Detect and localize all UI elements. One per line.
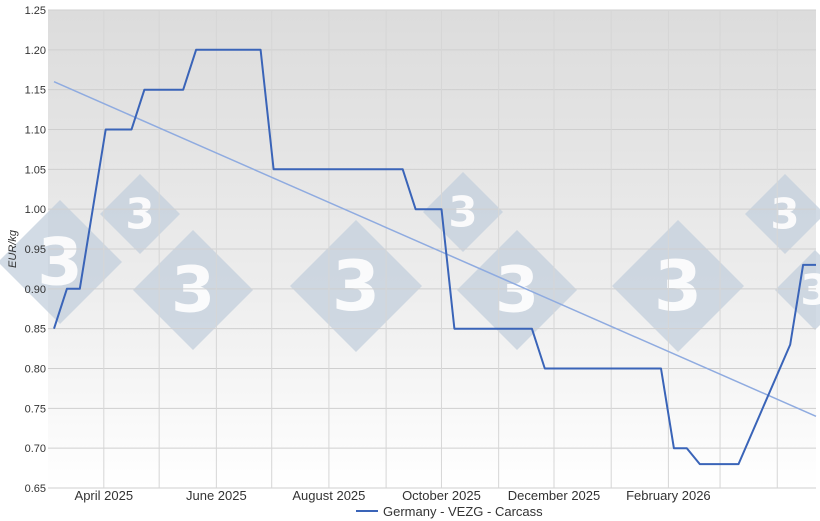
y-tick-label: 1.10 [25,125,46,137]
watermark-diamond [612,220,744,352]
watermark-diamond [745,174,820,254]
watermark-digit: 3 [495,254,539,327]
series-layer [53,48,817,466]
watermark-digit: 3 [332,247,380,327]
y-tick-label: 0.85 [25,324,46,336]
watermark-diamond [457,230,577,350]
y-tick-label: 0.70 [25,443,46,455]
y-tick-label: 1.00 [25,204,46,216]
watermark-logos: 333 333 333 [0,172,820,352]
y-tick-label: 1.05 [25,164,46,176]
trendline [53,81,817,417]
x-axis-ticks: April 2025 June 2025 August 2025 October 20… [75,488,711,503]
y-tick-label: 0.75 [25,403,46,415]
watermark-digit: 3 [800,265,820,314]
watermark-diamond [133,230,253,350]
watermark-digit: 3 [654,247,702,327]
y-tick-label: 0.90 [25,284,46,296]
y-tick-label: 1.25 [25,5,46,17]
series-line-vezg-carcass [53,48,816,466]
y-tick-label: 0.65 [25,483,46,495]
y-axis-ticks: 0.65 0.70 0.75 0.80 0.85 0.90 0.95 1.00 1.05 1.10… [25,5,46,495]
legend: Germany - VEZG - Carcass [356,504,543,519]
x-tick-label: February 2026 [626,488,711,503]
y-tick-label: 0.80 [25,364,46,376]
watermark-diamond [775,250,820,330]
watermark-diamond [100,174,180,254]
y-tick-label: 1.15 [25,85,46,97]
watermark-diamond [290,220,422,352]
gridlines [48,9,816,489]
watermark-digit: 3 [125,189,154,238]
legend-label: Germany - VEZG - Carcass [383,504,543,519]
x-tick-label: December 2025 [508,488,601,503]
watermark-digit: 3 [770,189,799,238]
y-axis-label: EUR/kg [7,229,19,268]
watermark-digit: 3 [171,254,215,327]
y-tick-label: 0.95 [25,244,46,256]
x-tick-label: June 2025 [186,488,247,503]
x-tick-label: October 2025 [402,488,481,503]
y-tick-label: 1.20 [25,45,46,57]
x-tick-label: August 2025 [292,488,365,503]
watermark-digit: 3 [448,187,477,236]
watermark-diamond [0,200,122,324]
x-tick-label: April 2025 [75,488,134,503]
